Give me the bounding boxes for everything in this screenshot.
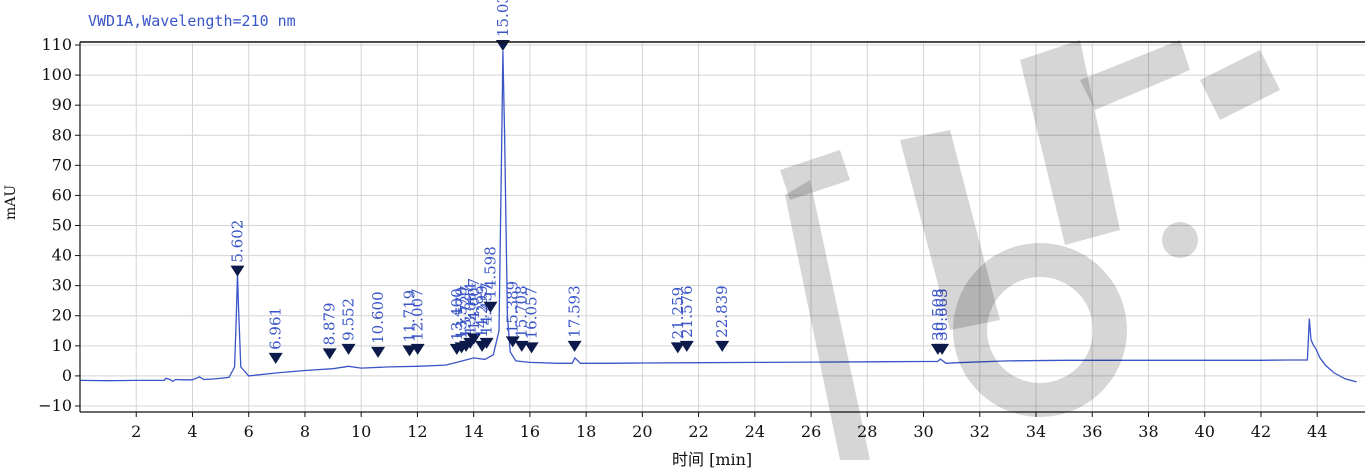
x-tick-label: 16 [520,422,540,441]
peak-marker [505,336,520,348]
y-tick-label: 10 [52,336,72,355]
peak-label: 21.576 [678,285,696,338]
peak-marker [371,346,386,358]
x-tick-label: 18 [576,422,596,441]
y-tick-label: −10 [38,396,72,415]
x-tick-label: 2 [131,422,141,441]
peak-label: 21.259 [669,287,687,340]
peak-label: 13.884 [461,282,479,335]
x-tick-label: 20 [632,422,652,441]
x-tick-label: 38 [1138,422,1158,441]
x-tick-label: 28 [857,422,877,441]
peak-label: 8.879 [321,302,339,345]
grid [80,42,1365,412]
y-tick-label: 60 [52,185,72,204]
y-tick-label: 90 [52,95,72,114]
peak-label: 14.598 [482,246,500,298]
peak-marker [935,343,950,355]
peak-marker [341,343,356,355]
x-tick-label: 40 [1195,422,1215,441]
peak-marker [670,342,685,354]
y-tick-label: 100 [41,65,72,84]
peak-label: 5.602 [228,220,246,263]
x-tick-label: 22 [688,422,708,441]
peak-label: 13.727 [457,285,475,338]
peak-marker [514,340,529,352]
peak-label: 14.457 [478,282,496,335]
x-tick-label: 8 [300,422,310,441]
x-axis-label: 时间 [min] [672,450,753,469]
x-tick-label: 32 [970,422,990,441]
y-tick-label: 20 [52,306,72,325]
peak-marker [567,340,582,352]
trace-layer [79,50,1357,383]
y-tick-label: 110 [41,35,72,54]
x-tick-label: 26 [801,422,821,441]
y-tick-label: 70 [52,155,72,174]
x-tick-label: 44 [1307,422,1327,441]
x-tick-label: 10 [351,422,371,441]
peak-label: 10.600 [369,291,387,344]
x-tick-label: 36 [1082,422,1102,441]
peak-marker [322,348,337,360]
peak-label: 6.961 [267,307,285,350]
peak-label: 13.570 [453,287,471,340]
x-tick-label: 4 [187,422,197,441]
peak-label: 14.299 [473,285,491,338]
peak-marker [495,40,510,52]
y-tick-label: 0 [62,366,72,385]
peak-label: 12.007 [409,288,427,341]
peak-marker [410,343,425,355]
peak-marker [679,340,694,352]
x-tick-label: 34 [1026,422,1046,441]
x-tick-label: 24 [745,422,765,441]
x-tick-label: 14 [463,422,483,441]
x-tick-label: 12 [407,422,427,441]
peak-marker [402,345,417,357]
peak-label: 22.839 [713,285,731,338]
x-tick-label: 42 [1251,422,1271,441]
x-tick-label: 6 [244,422,254,441]
peak-marker [230,265,245,277]
y-tick-label: 80 [52,125,72,144]
signal-title: VWD1A,Wavelength=210 nm [88,12,296,30]
peak-marker [715,340,730,352]
y-tick-label: 30 [52,276,72,295]
peak-marker [466,333,481,345]
x-tick-label: 30 [913,422,933,441]
y-axis-label: mAU [3,184,19,220]
peak-label: 15.038 [494,0,512,37]
peak-label: 9.552 [340,298,358,341]
peak-label: 13.400 [448,288,466,341]
y-tick-label: 40 [52,246,72,265]
y-tick-label: 50 [52,215,72,234]
signal-trace [79,50,1357,383]
peak-label: 14.007 [465,278,483,330]
peak-marker [483,301,498,313]
peak-label: 30.663 [933,288,951,341]
peak-label: 15.708 [513,285,531,338]
peak-label: 16.057 [523,287,541,340]
peak-marker [524,342,539,354]
peak-label: 17.593 [566,285,584,338]
peak-marker [268,352,283,364]
peak-label: 30.508 [929,288,947,341]
peak-marker [479,337,494,349]
peak-label: 15.389 [504,281,522,334]
peak-label: 11.719 [401,290,419,343]
